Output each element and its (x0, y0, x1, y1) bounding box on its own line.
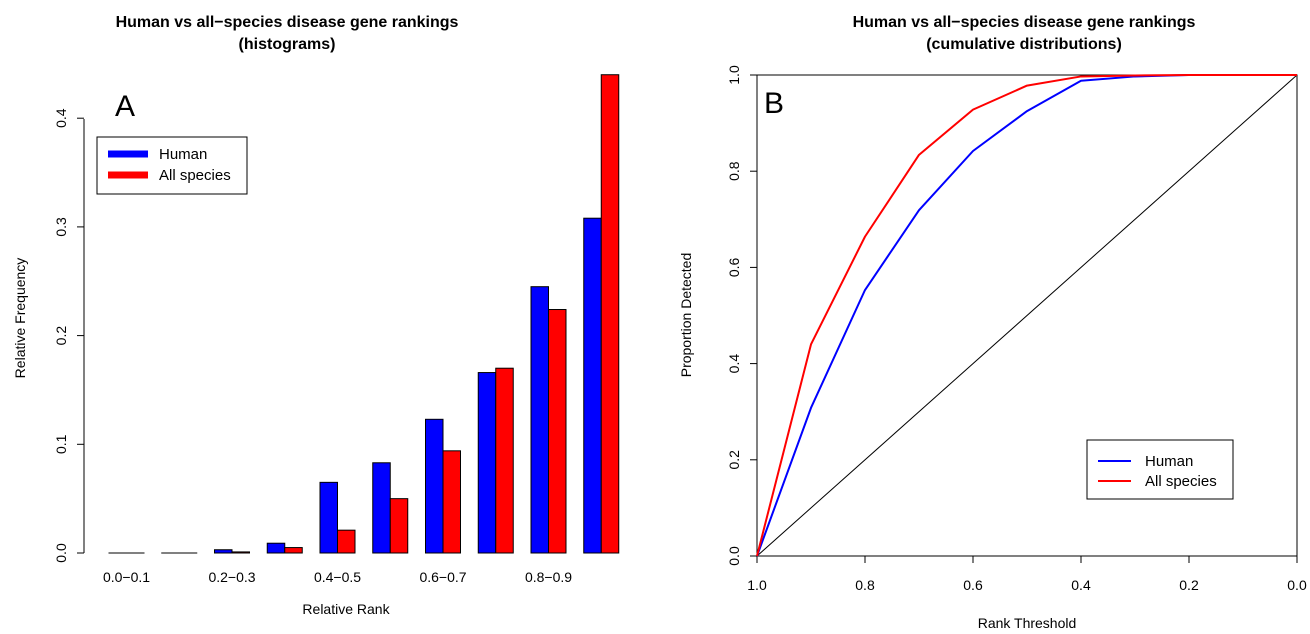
bar-human (372, 462, 391, 554)
panel-a-x-tick-label: 0.8−0.9 (525, 569, 572, 585)
bar-all-species (600, 74, 620, 554)
panel-b-y-tick-label: 0.0 (726, 546, 742, 566)
bar-human (477, 372, 497, 554)
panel-a-x-axis-label: Relative Rank (302, 601, 390, 617)
panel-a-legend-box (96, 136, 248, 195)
bar-all-species (389, 498, 409, 554)
panel-a-x-tick-label: 0.0−0.1 (103, 569, 150, 585)
bar-human (425, 418, 444, 554)
panel-b: Human vs all−species disease gene rankin… (678, 14, 1307, 631)
panel-a-legend: Human All species (96, 136, 248, 195)
bar-all-species (337, 529, 356, 554)
panel-b-x-tick-label: 1.0 (747, 577, 767, 593)
panel-b-x-ticks: 1.0 0.8 0.6 0.4 0.2 0.0 (747, 556, 1307, 593)
panel-a-x-tick-label: 0.6−0.7 (419, 569, 466, 585)
panel-b-x-tick-label: 0.4 (1071, 577, 1091, 593)
panel-a-y-tick-label: 0.4 (53, 108, 69, 128)
bar-human (214, 549, 233, 554)
panel-a-y-tick-label: 0.1 (53, 434, 69, 454)
panel-b-legend-box (1086, 439, 1234, 500)
panel-b-plot-frame (756, 74, 1298, 557)
panel-b-x-axis-label: Rank Threshold (978, 615, 1077, 631)
panel-b-x-tick-label: 0.8 (855, 577, 875, 593)
panel-a-y-tick-label: 0.3 (53, 217, 69, 237)
panel-b-letter: B (764, 87, 784, 120)
diagonal-reference-line (756, 74, 1298, 557)
line-all-species (756, 74, 1297, 557)
bar-human (583, 217, 602, 554)
bar-all-species (495, 367, 514, 554)
panel-b-y-axis-label: Proportion Detected (678, 253, 694, 378)
panel-b-series (756, 74, 1298, 557)
panel-b-y-tick-label: 0.4 (726, 354, 742, 374)
panel-b-subtitle: (cumulative distributions) (926, 36, 1122, 53)
bar-human (530, 286, 549, 554)
panel-b-legend: Human All species (1086, 439, 1234, 500)
panel-a-subtitle: (histograms) (239, 36, 336, 53)
panel-a-legend-label-all-species: All species (159, 167, 231, 184)
bar-all-species (442, 450, 461, 554)
panel-b-legend-label-human: Human (1145, 453, 1193, 470)
panel-a-x-tick-label: 0.2−0.3 (208, 569, 255, 585)
panel-b-y-tick-label: 0.8 (726, 161, 742, 181)
panel-b-y-ticks: 0.0 0.2 0.4 0.6 0.8 1.0 (726, 65, 757, 566)
panel-a: Human vs all−species disease gene rankin… (12, 14, 620, 617)
bar-all-species (548, 309, 567, 554)
panel-b-y-tick-label: 1.0 (726, 65, 742, 85)
panel-a-x-tick-label: 0.4−0.5 (314, 569, 361, 585)
panel-b-y-tick-label: 0.6 (726, 257, 742, 277)
bar-human (319, 481, 338, 554)
panel-b-y-tick-label: 0.2 (726, 450, 742, 470)
panel-a-y-ticks: 0.0 0.1 0.2 0.3 0.4 (53, 108, 84, 563)
panel-a-y-axis-label: Relative Frequency (12, 258, 28, 379)
panel-a-legend-label-human: Human (159, 146, 207, 163)
panel-a-x-tick-labels: 0.0−0.1 0.2−0.3 0.4−0.5 0.6−0.7 0.8−0.9 (103, 569, 572, 585)
panel-a-y-tick-label: 0.2 (53, 326, 69, 346)
panel-a-y-tick-label: 0.0 (53, 543, 69, 563)
panel-a-letter: A (115, 90, 135, 123)
panel-b-x-tick-label: 0.0 (1287, 577, 1307, 593)
bar-all-species (231, 551, 250, 554)
panel-a-bars (108, 74, 620, 554)
panel-b-legend-label-all-species: All species (1145, 473, 1217, 490)
panel-b-title: Human vs all−species disease gene rankin… (853, 14, 1196, 31)
panel-b-x-tick-label: 0.6 (963, 577, 983, 593)
panel-b-x-tick-label: 0.2 (1179, 577, 1199, 593)
bar-all-species (284, 547, 303, 554)
panel-a-title: Human vs all−species disease gene rankin… (116, 14, 459, 31)
bar-human (266, 542, 286, 554)
